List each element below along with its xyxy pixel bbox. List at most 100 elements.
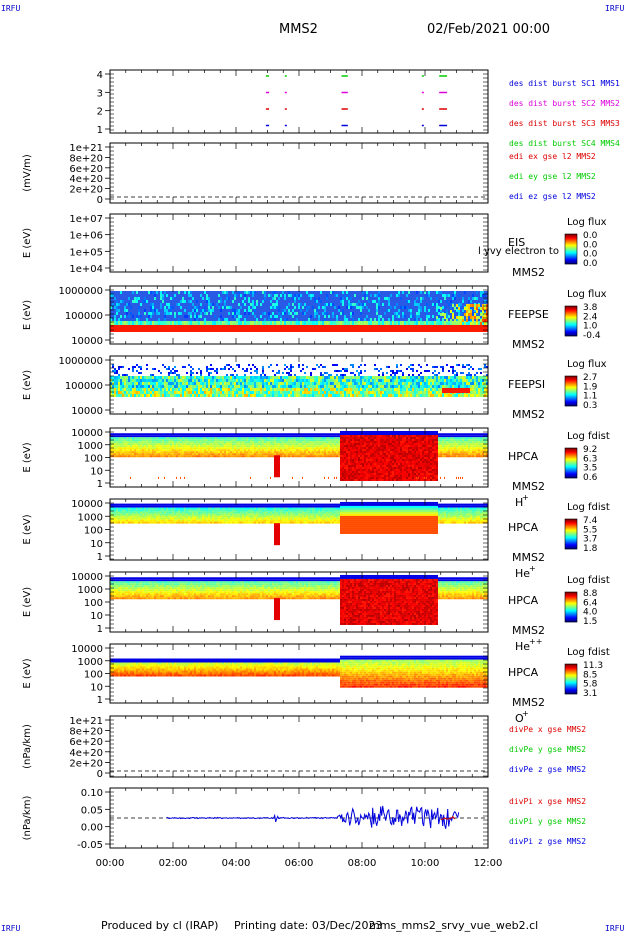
spectrogram-cell bbox=[238, 449, 240, 452]
spectrogram-cell bbox=[122, 374, 124, 376]
spectrogram-cell bbox=[414, 318, 416, 321]
spectrogram-cell bbox=[324, 388, 326, 391]
spectrogram-cell bbox=[308, 325, 310, 332]
spectrogram-cell bbox=[172, 449, 174, 452]
spectrogram-cell bbox=[262, 372, 264, 374]
panel-frame-edi bbox=[109, 142, 489, 204]
spectrogram-cell bbox=[446, 379, 448, 382]
spectrogram-cell bbox=[272, 306, 274, 309]
spectrogram-cell bbox=[454, 374, 456, 376]
spectrogram-cell bbox=[282, 309, 284, 312]
spectrogram-cell bbox=[190, 312, 192, 315]
spectrogram-cell bbox=[144, 391, 146, 394]
spectrogram-cell bbox=[278, 297, 280, 300]
spectrogram-cell bbox=[112, 441, 114, 444]
spectrogram-cell bbox=[444, 325, 446, 332]
spectrogram-cell bbox=[118, 382, 120, 385]
spectrogram-cell bbox=[474, 382, 476, 385]
spectrogram-cell bbox=[120, 455, 122, 458]
spectrogram-cell bbox=[130, 447, 132, 450]
spectrogram-cell bbox=[420, 306, 422, 309]
spectrogram-cell bbox=[214, 441, 216, 444]
spectrogram-cell bbox=[294, 294, 296, 297]
spectrogram-cell bbox=[458, 385, 460, 388]
spectrogram-cell bbox=[406, 300, 408, 303]
spectrogram-cell bbox=[174, 439, 176, 442]
spectrogram-cell bbox=[132, 443, 134, 446]
spectrogram-cell bbox=[138, 382, 140, 385]
spectrogram-cell bbox=[484, 319, 486, 322]
spectrogram-cell bbox=[214, 435, 216, 438]
spectrogram-cell bbox=[406, 306, 408, 309]
spectrogram-cell bbox=[402, 291, 404, 294]
spectrogram-cell bbox=[416, 385, 418, 388]
spectrogram-cell bbox=[460, 303, 462, 306]
spectrogram-cell bbox=[336, 388, 338, 391]
spectrogram-cell bbox=[400, 379, 402, 382]
y-tick-label: 1000000 bbox=[58, 286, 103, 297]
instrument-label: EIS bbox=[508, 236, 525, 249]
spectrogram-cell bbox=[166, 321, 168, 325]
colorbar-cell bbox=[565, 237, 577, 239]
spectrogram-cell bbox=[150, 376, 152, 379]
spectrogram-cell bbox=[146, 439, 148, 442]
spectrogram-cell bbox=[140, 445, 142, 448]
spectrogram-cell bbox=[364, 303, 366, 306]
colorbar-cell bbox=[565, 324, 577, 326]
spectrogram-cell bbox=[256, 318, 258, 321]
spectrogram-cell bbox=[184, 453, 186, 456]
spectrogram-cell bbox=[194, 312, 196, 315]
spectrogram-cell bbox=[200, 391, 202, 394]
spectrogram-cell bbox=[282, 291, 284, 294]
spectrogram-cell bbox=[128, 321, 130, 325]
spectrogram-cell bbox=[116, 391, 118, 394]
spectrogram-cell bbox=[228, 364, 230, 366]
spectrogram-cell bbox=[144, 449, 146, 452]
spectrogram-cell bbox=[358, 374, 360, 376]
spectrogram-cell bbox=[234, 439, 236, 442]
spectrogram-cell bbox=[396, 388, 398, 391]
spectrogram-cell bbox=[224, 451, 226, 454]
spectrogram-cell bbox=[214, 315, 216, 318]
spectrogram-cell bbox=[218, 394, 220, 397]
spectrogram-cell bbox=[202, 325, 204, 332]
spectrogram-cell bbox=[396, 376, 398, 379]
spectrogram-cell bbox=[144, 309, 146, 312]
spectrogram-cell bbox=[330, 321, 332, 325]
spectrogram-cell bbox=[420, 318, 422, 321]
spectrogram-cell bbox=[168, 443, 170, 446]
spectrogram-cell bbox=[350, 385, 352, 388]
spectrogram-cell bbox=[396, 312, 398, 315]
spectrogram-cell bbox=[382, 372, 384, 374]
spectrogram-cell bbox=[420, 321, 422, 325]
spectrogram-cell bbox=[190, 439, 192, 442]
spectrogram-cell bbox=[144, 297, 146, 300]
spectrogram-cell bbox=[422, 376, 424, 379]
spectrogram-cell bbox=[250, 291, 252, 294]
spectrogram-cell bbox=[200, 303, 202, 306]
spectrogram-cell bbox=[248, 443, 250, 446]
spectrogram-cell bbox=[342, 303, 344, 306]
spectrogram-cell bbox=[294, 376, 296, 379]
y-tick-label: 10000 bbox=[71, 336, 103, 347]
spectrogram-cell bbox=[200, 315, 202, 318]
spectrogram-cell bbox=[120, 394, 122, 397]
spectrogram-cell bbox=[278, 394, 280, 397]
spectrogram-cell bbox=[238, 433, 240, 436]
spectrogram-cell bbox=[154, 447, 156, 450]
spectrogram-cell bbox=[152, 455, 154, 458]
spectrogram-cell bbox=[356, 370, 358, 372]
spectrogram-cell bbox=[208, 368, 210, 370]
spectrogram-cell bbox=[320, 321, 322, 325]
spectrogram-cell bbox=[170, 445, 172, 448]
spectrogram-cell bbox=[256, 453, 258, 456]
spectrogram-cell bbox=[356, 376, 358, 379]
spectrogram-cell bbox=[326, 372, 328, 374]
spectrogram-cell bbox=[174, 453, 176, 456]
spectrogram-cell bbox=[202, 433, 204, 436]
spectrogram-cell bbox=[276, 451, 278, 454]
spectrogram-cell bbox=[312, 376, 314, 379]
spectrogram-cell bbox=[144, 433, 146, 436]
spectrogram-cell bbox=[312, 455, 314, 458]
spectrogram-cell bbox=[360, 318, 362, 321]
